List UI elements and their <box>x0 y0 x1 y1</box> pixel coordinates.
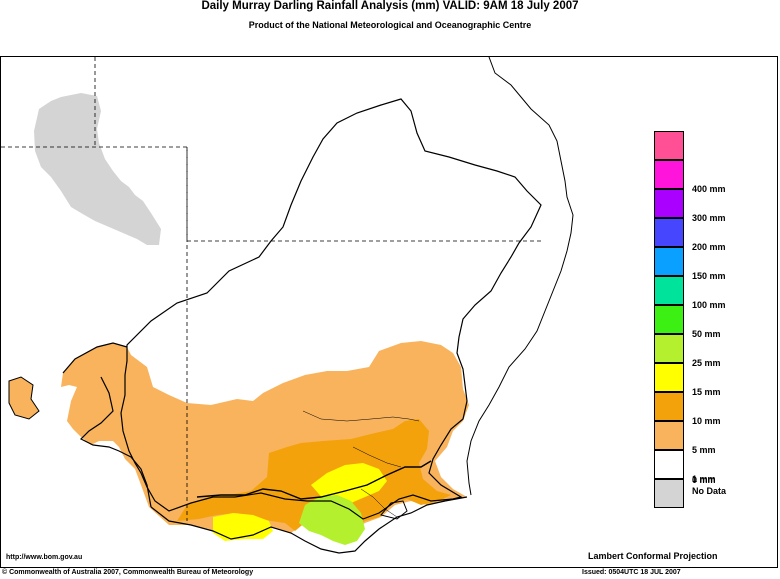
state-border-vic-nsw <box>196 460 432 500</box>
map-title: Daily Murray Darling Rainfall Analysis (… <box>201 0 579 12</box>
legend-label: 300 mm <box>692 213 726 223</box>
legend-label: 0 mm <box>692 475 716 485</box>
rainfall-10-15mm-area <box>311 463 387 503</box>
legend-label: 50 mm <box>692 329 721 339</box>
legend-label: 100 mm <box>692 300 726 310</box>
legend-label: 200 mm <box>692 242 726 252</box>
legend-swatch <box>654 392 684 421</box>
legend-swatch <box>654 131 684 160</box>
issued-timestamp: Issued: 0504UTC 18 JUL 2007 <box>582 569 681 576</box>
legend-swatch <box>654 218 684 247</box>
legend-label: 1 mm <box>692 474 716 484</box>
footer-url[interactable]: http://www.bom.gov.au <box>6 554 83 561</box>
east-coast <box>466 57 574 496</box>
coast-southwest <box>62 342 468 554</box>
rainfall-map <box>1 57 574 554</box>
legend-swatch <box>654 450 684 479</box>
legend-swatch <box>654 189 684 218</box>
legend-label: 25 mm <box>692 358 721 368</box>
legend-swatch <box>654 160 684 189</box>
rainfall-15-25mm-area <box>299 495 365 545</box>
legend-swatch <box>654 305 684 334</box>
map-subtitle: Product of the National Meteorological a… <box>248 20 532 30</box>
basin-boundary <box>120 98 542 520</box>
catchment-lines <box>302 410 420 518</box>
tasmania-coast-fragment <box>380 500 408 520</box>
legend-label: 5 mm <box>692 445 716 455</box>
legend-swatch <box>654 334 684 363</box>
legend-label: 10 mm <box>692 416 721 426</box>
no-data-area <box>34 93 161 245</box>
projection-label: Lambert Conformal Projection <box>588 551 718 561</box>
legend-swatch <box>654 276 684 305</box>
legend-swatch <box>654 247 684 276</box>
legend-label: 400 mm <box>692 184 726 194</box>
rainfall-1-5mm-area-west <box>8 376 40 420</box>
rainfall-10-15mm-area-southwest <box>213 513 273 541</box>
gulf-coast <box>79 376 152 508</box>
map-frame <box>0 56 778 568</box>
legend-swatch <box>654 363 684 392</box>
copyright-notice: © Commonwealth of Australia 2007, Common… <box>2 569 254 576</box>
legend-swatch <box>654 479 684 508</box>
legend-label: 150 mm <box>692 271 726 281</box>
legend-swatch <box>654 421 684 450</box>
legend-no-data-label: No Data <box>692 486 727 496</box>
legend-label: 15 mm <box>692 387 721 397</box>
rainfall-5-10mm-area <box>177 419 451 531</box>
